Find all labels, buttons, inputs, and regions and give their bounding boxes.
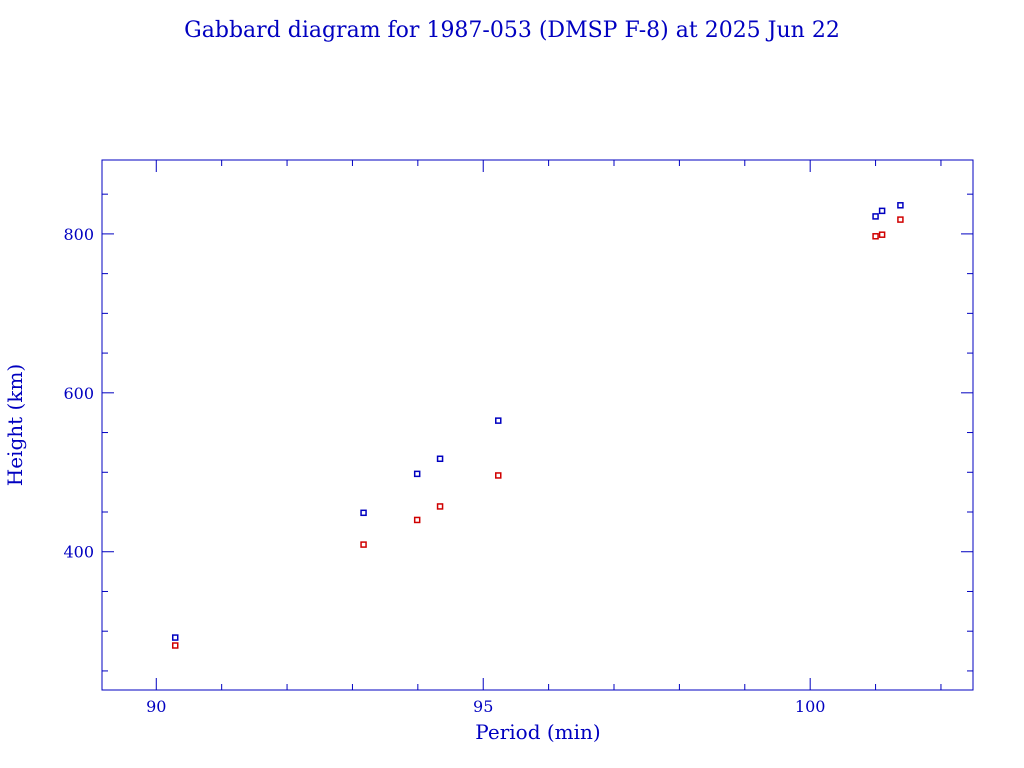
apogee-point <box>878 207 886 215</box>
perigee-point <box>436 503 444 510</box>
perigee-point <box>878 231 886 238</box>
y-tick-label: 800 <box>63 225 94 244</box>
perigee-point <box>495 472 502 479</box>
x-tick-label: 95 <box>473 697 493 716</box>
apogee-point <box>413 470 421 478</box>
perigee-point <box>872 233 879 240</box>
perigee-point <box>897 216 904 223</box>
y-tick-label: 600 <box>63 384 94 403</box>
apogee-point <box>436 455 444 463</box>
x-tick-label: 100 <box>795 697 826 716</box>
y-tick-label: 400 <box>63 543 94 562</box>
x-tick-label: 90 <box>146 697 166 716</box>
apogee-point <box>171 634 179 641</box>
perigee-point <box>413 516 421 524</box>
apogee-point <box>872 213 879 220</box>
y-axis-label: Height (km) <box>3 364 27 486</box>
chart-title: Gabbard diagram for 1987-053 (DMSP F-8) … <box>184 18 840 43</box>
apogee-point <box>897 202 904 209</box>
apogee-point <box>360 509 367 517</box>
perigee-point <box>171 642 179 649</box>
x-axis-label: Period (min) <box>475 720 600 744</box>
plot-frame <box>101 159 974 691</box>
apogee-point <box>495 417 502 424</box>
perigee-point <box>360 541 367 548</box>
